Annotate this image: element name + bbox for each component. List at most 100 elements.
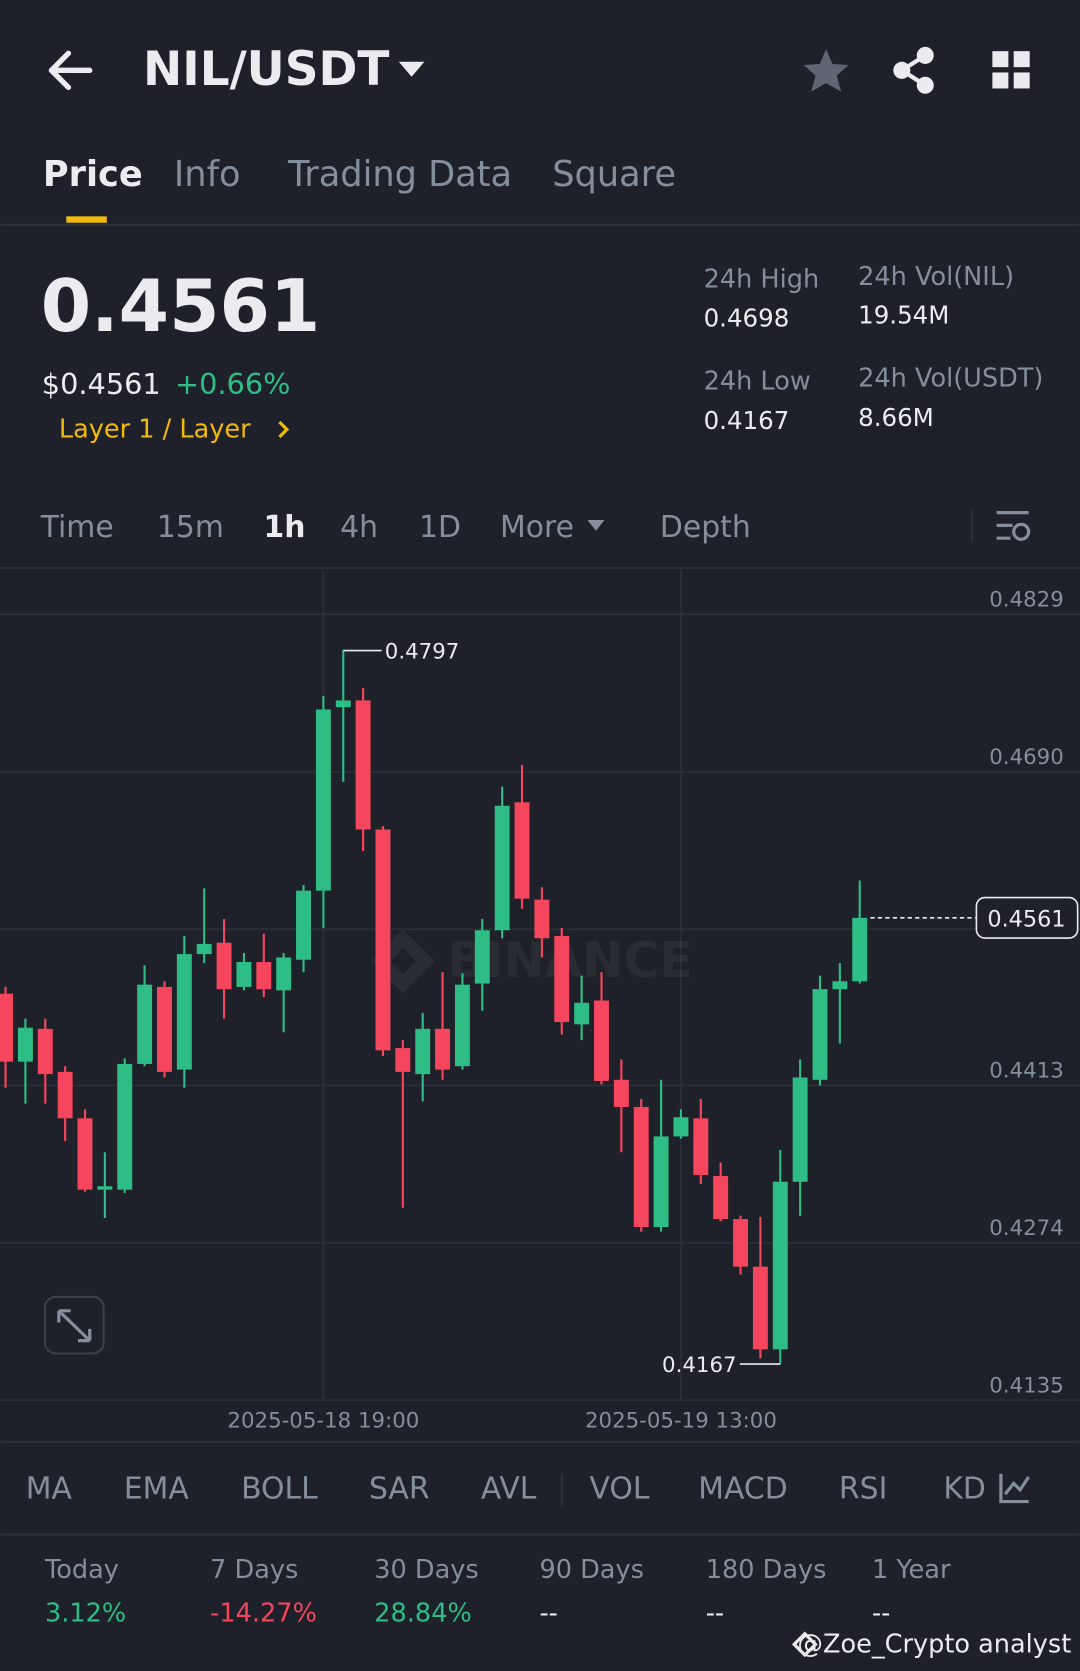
performance-label: 7 Days [210,1555,298,1585]
credit: @Zoe_Crypto analyst [797,1629,1071,1659]
pair-title[interactable]: NIL/USDT [143,42,389,97]
y-tick-label: 0.4829 [989,587,1064,612]
candle-body [653,1136,669,1228]
performance-label: 1 Year [872,1555,951,1585]
indicator-bar: MA EMA BOLL SAR AVL VOL MACD RSI KD [26,1471,986,1506]
performance-label: 180 Days [706,1555,827,1585]
last-price: 0.4561 [41,265,321,349]
stat-value: 19.54M [858,301,949,330]
candle-body [375,829,391,1051]
performance-label: 30 Days [374,1555,478,1585]
sector-chevron[interactable] [278,420,290,439]
last-price-label: 0.4561 [987,906,1065,932]
share-icon[interactable] [893,46,934,94]
tab[interactable]: Square [552,154,676,195]
chart-settings-icon[interactable] [996,510,1031,541]
tabs: Price Info Trading Data Square [43,154,676,195]
x-tick-label: 2025-05-19 13:00 [585,1409,777,1434]
sector-tag[interactable]: Layer 1 / Layer [59,415,251,445]
low-label: 0.4167 [662,1353,737,1378]
y-tick-label: 0.4274 [989,1216,1064,1241]
indicator[interactable]: VOL [590,1471,650,1506]
fullscreen-button[interactable] [43,1295,105,1355]
last-price-tag [975,896,1079,939]
indicator[interactable]: RSI [839,1471,887,1506]
stat-label: 24h Vol(NIL) [858,262,1014,292]
candle-body [355,700,371,830]
timeframe[interactable]: 1h [263,510,305,545]
timeframe[interactable]: 15m [157,510,224,545]
timeframe[interactable]: 1D [419,510,461,545]
candle-body [494,805,510,931]
timeframe[interactable]: Time [40,510,114,545]
candle-body [613,1079,629,1107]
candlestick-chart: 0.48290.46900.45510.44130.42740.41352025… [0,570,1080,1434]
active-tab-indicator [66,216,107,223]
candle-body [77,1118,93,1190]
settings-lines [996,510,1029,540]
favorite-icon[interactable] [803,49,849,92]
candle-body [37,1028,53,1075]
performance-value: -- [539,1599,557,1629]
candle-body [812,989,828,1080]
candle-body [514,802,530,899]
candle-body [852,917,868,982]
candle-body [415,1028,431,1075]
candle-body [315,709,331,891]
back-button[interactable] [48,50,93,91]
candle-body [216,942,232,990]
candle-body [196,943,212,955]
timeframe-bar: Time 15m 1h 4h 1D More Depth [40,510,751,545]
indicator-settings-icon[interactable] [999,1473,1030,1504]
settings-gear [1012,522,1031,541]
indicator[interactable]: SAR [369,1471,430,1506]
indicator[interactable]: AVL [481,1471,537,1506]
indicator[interactable]: EMA [124,1471,190,1506]
performance-value: 28.84% [374,1599,471,1629]
indicator[interactable]: MACD [698,1471,787,1506]
candle-body [176,954,192,1070]
y-tick-label: 0.4690 [989,745,1064,770]
credit-logo [791,1631,818,1658]
performance-value: -14.27% [210,1599,317,1629]
timeframe[interactable]: 4h [340,510,378,545]
candle-body [97,1186,113,1190]
price-change: +0.66% [175,367,290,401]
candle-body [752,1266,768,1350]
grid-cell [992,72,1009,89]
candle-body [0,993,14,1062]
indicator[interactable]: MA [26,1471,73,1506]
candle-body [435,1028,451,1070]
stat-label: 24h High [704,264,820,294]
indicator[interactable]: BOLL [241,1471,318,1506]
candle-body [474,930,490,984]
candle-body [395,1048,411,1072]
candle-body [335,700,351,708]
candle-body [57,1071,73,1119]
candle-body [534,899,550,939]
stat-value: 0.4698 [704,304,790,333]
candle-body [693,1118,709,1175]
performance-value: 3.12% [45,1599,126,1629]
tab[interactable]: Trading Data [287,154,512,195]
candle-body [554,935,570,1023]
grid-cell [1013,72,1030,89]
tab[interactable]: Info [174,154,241,195]
fullscreen-arrows [57,1309,92,1343]
grid-menu-icon[interactable] [992,51,1030,89]
timeframe[interactable]: Depth [660,510,751,545]
candle-body [633,1106,649,1228]
performance-label: 90 Days [539,1555,643,1585]
pair-dropdown[interactable] [398,61,425,77]
candle-body [733,1219,749,1267]
performance-label: Today [44,1555,119,1585]
fullscreen-frame [43,1295,105,1355]
indicator[interactable]: KD [943,1471,986,1506]
tab[interactable]: Price [43,154,143,195]
x-tick-label: 2025-05-18 19:00 [227,1409,419,1434]
more-dropdown[interactable] [587,520,605,531]
stat-value: 8.66M [858,403,934,432]
timeframe[interactable]: More [500,510,574,545]
